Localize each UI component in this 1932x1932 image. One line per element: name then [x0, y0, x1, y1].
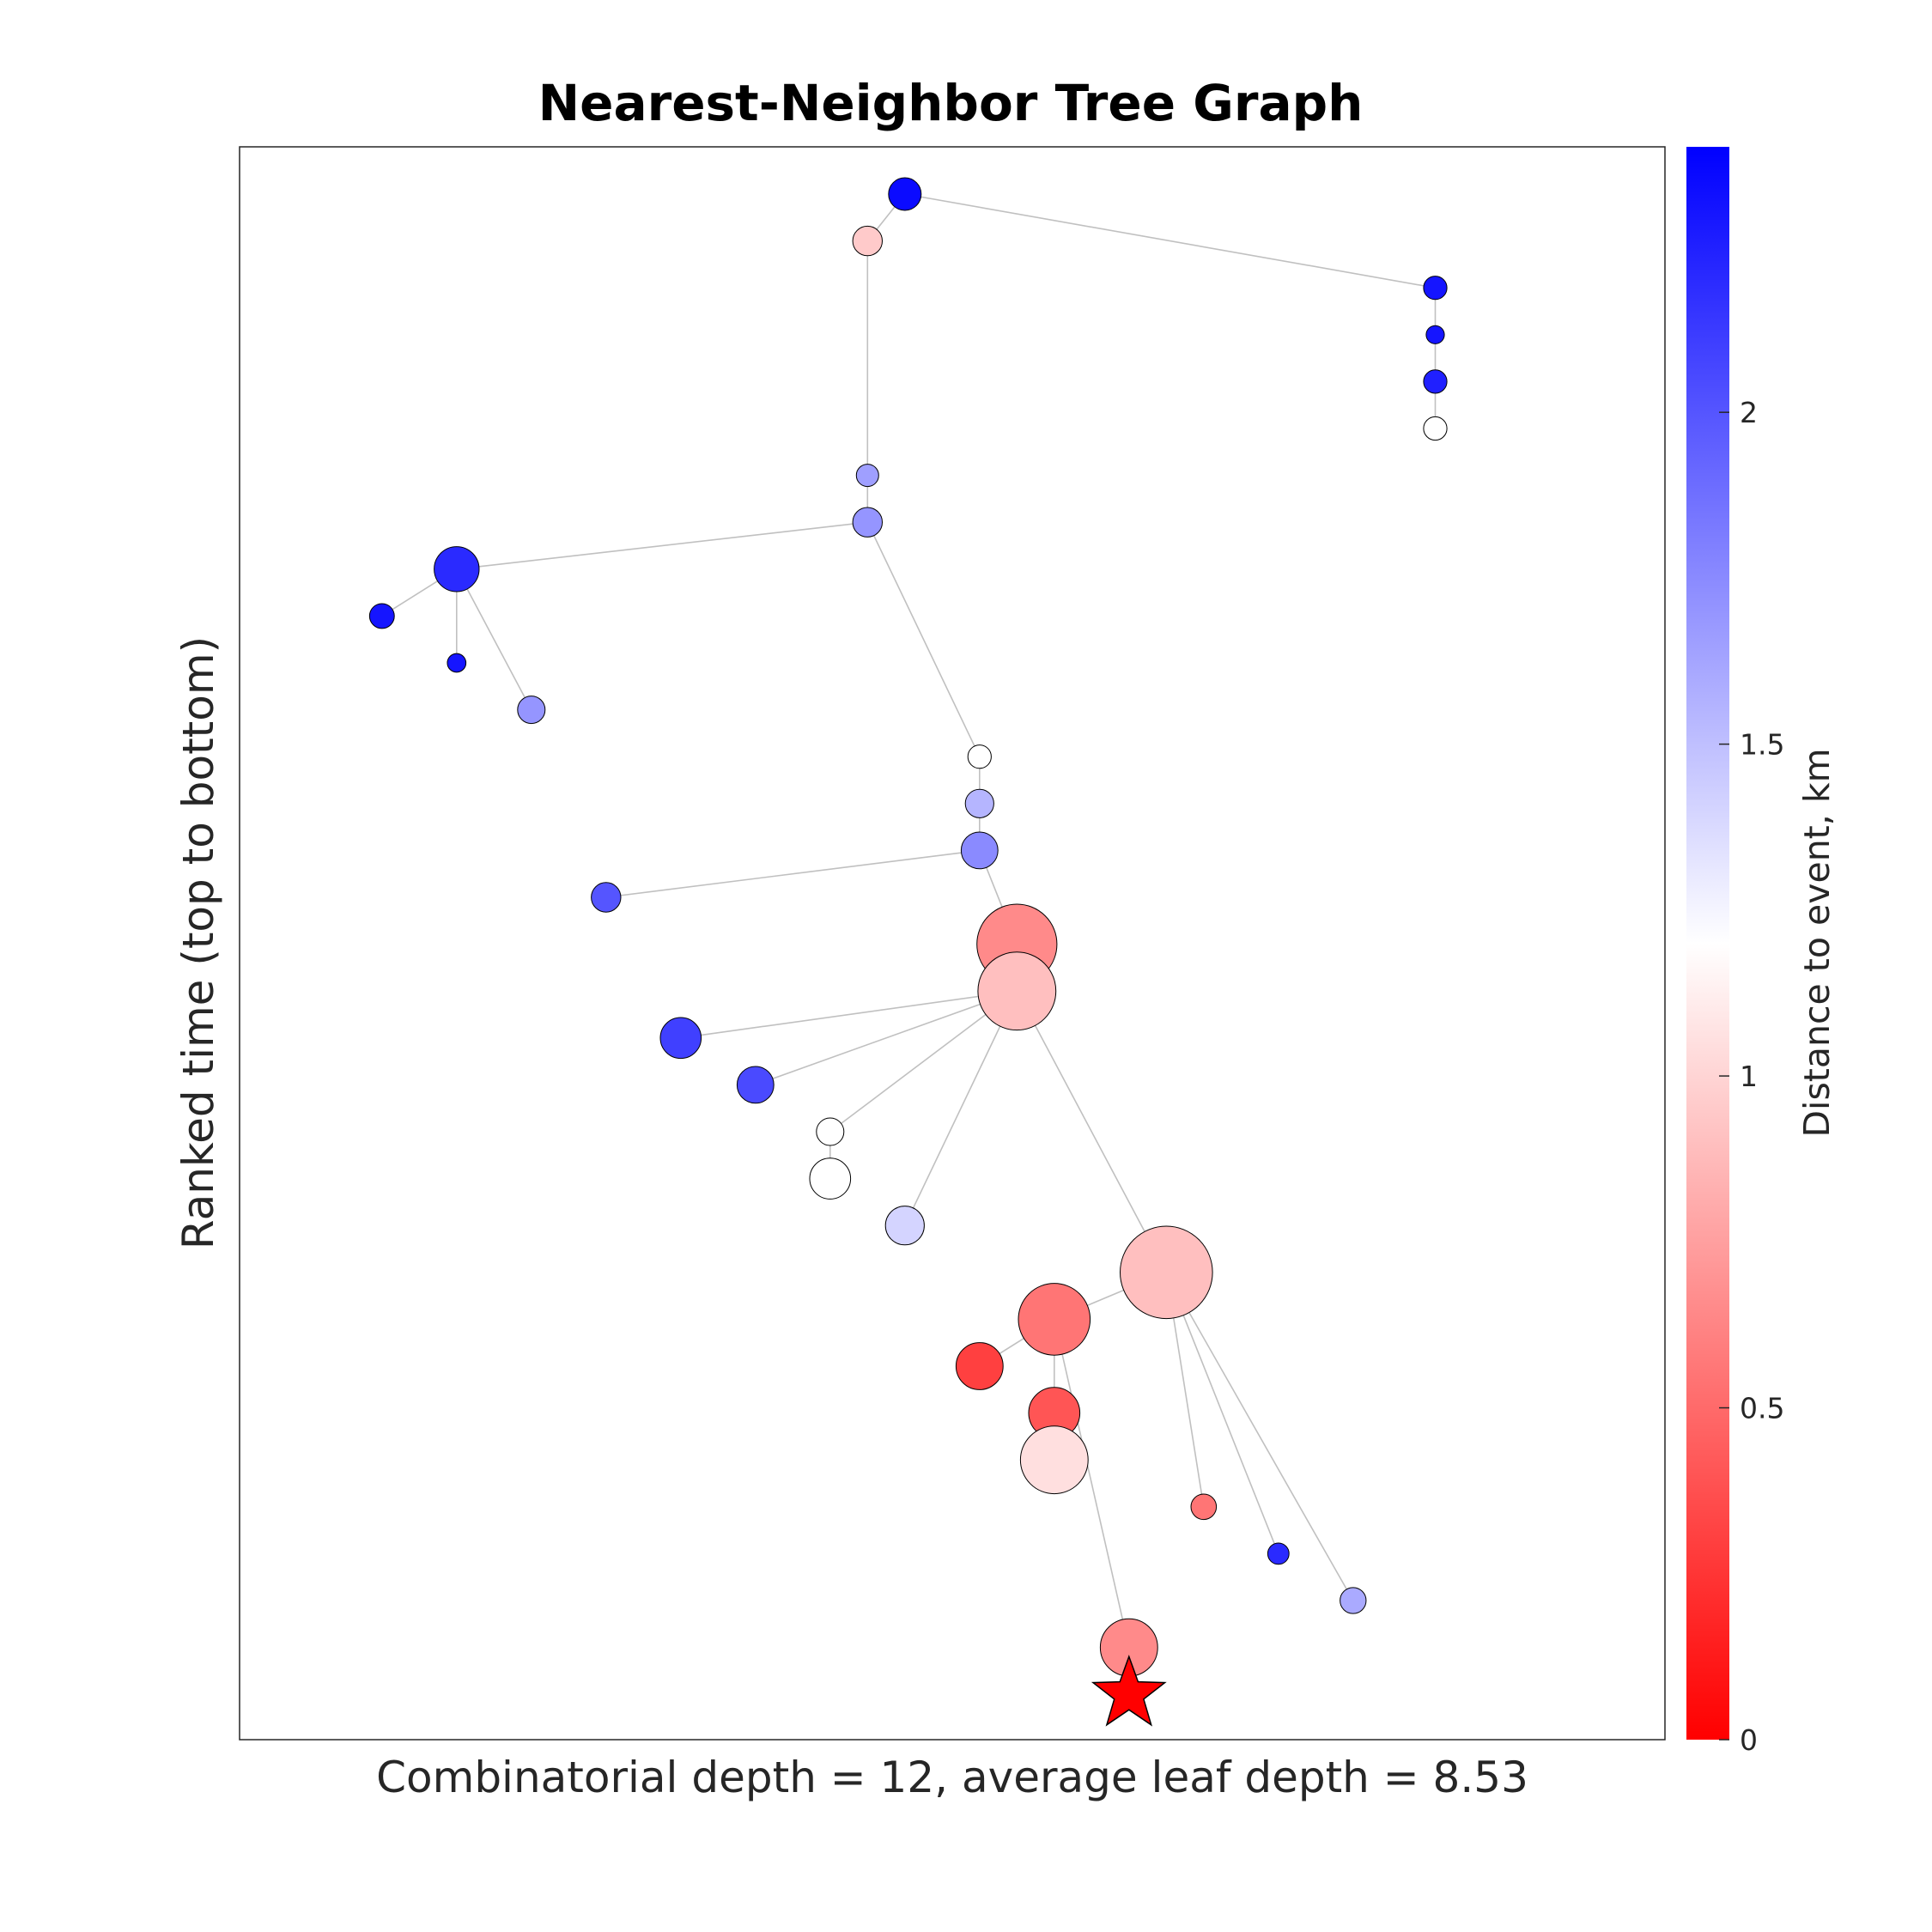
- y-axis-label: Ranked time (top to bottom): [173, 636, 223, 1249]
- plot-area: [239, 146, 1666, 1741]
- tree-node: [855, 464, 879, 488]
- tree-node: [1425, 325, 1445, 344]
- tree-node: [1267, 1542, 1290, 1565]
- tree-node: [1423, 276, 1448, 301]
- tree-edge: [680, 990, 1018, 1039]
- tree-edge: [755, 990, 1018, 1086]
- colorbar-label: Distance to event, km: [1796, 748, 1838, 1137]
- colorbar-tick-label: 0: [1740, 1723, 1758, 1757]
- tree-edge: [1165, 1272, 1279, 1554]
- tree-node: [736, 1066, 775, 1104]
- colorbar-tick-label: 0.5: [1740, 1392, 1784, 1425]
- tree-edge: [904, 193, 1436, 289]
- tree-node: [967, 744, 992, 769]
- tree-nodes: [368, 177, 1448, 1727]
- colorbar-tick-label: 1.5: [1740, 728, 1784, 762]
- tree-node: [809, 1157, 852, 1200]
- tree-node: [1423, 416, 1448, 441]
- tree-edge: [866, 521, 981, 757]
- tree-node: [1423, 369, 1448, 394]
- tree-edge: [456, 521, 868, 570]
- tree-edge: [1165, 1272, 1354, 1601]
- chart-title: Nearest-Neighbor Tree Graph: [538, 74, 1364, 132]
- tree-edge: [605, 849, 980, 898]
- tree-node: [960, 831, 999, 870]
- colorbar-tick-label: 2: [1740, 396, 1758, 429]
- x-axis-label: Combinatorial depth = 12, average leaf d…: [376, 1753, 1528, 1802]
- tree-node: [368, 603, 395, 629]
- tree-edge: [1054, 1319, 1130, 1648]
- tree-node: [852, 507, 883, 538]
- tree-node: [434, 546, 480, 592]
- tree-node: [517, 696, 546, 725]
- tree-node: [884, 1206, 925, 1246]
- tree-node: [1018, 1283, 1091, 1356]
- tree-node: [977, 951, 1057, 1031]
- tree-node: [955, 1342, 1004, 1390]
- tree-node: [1120, 1225, 1213, 1320]
- tree-node: [1340, 1587, 1367, 1614]
- event-star-marker: [1091, 1654, 1167, 1727]
- tree-node: [1190, 1493, 1218, 1521]
- tree-node: [888, 177, 922, 211]
- tree-edge: [904, 990, 1018, 1226]
- colorbar: [1686, 147, 1729, 1740]
- tree-node: [852, 225, 883, 257]
- tree-edge: [456, 568, 532, 710]
- tree-node: [1019, 1425, 1089, 1495]
- colorbar-ticks: 0 0.5 1 1.5 2: [1719, 396, 1784, 1757]
- tree-node: [816, 1117, 845, 1146]
- tree-node: [447, 653, 467, 673]
- colorbar-tick-label: 1: [1740, 1060, 1758, 1093]
- tree-node: [591, 882, 622, 913]
- tree-node: [964, 788, 994, 818]
- tree-node: [659, 1017, 702, 1060]
- tree-edge: [1016, 990, 1168, 1273]
